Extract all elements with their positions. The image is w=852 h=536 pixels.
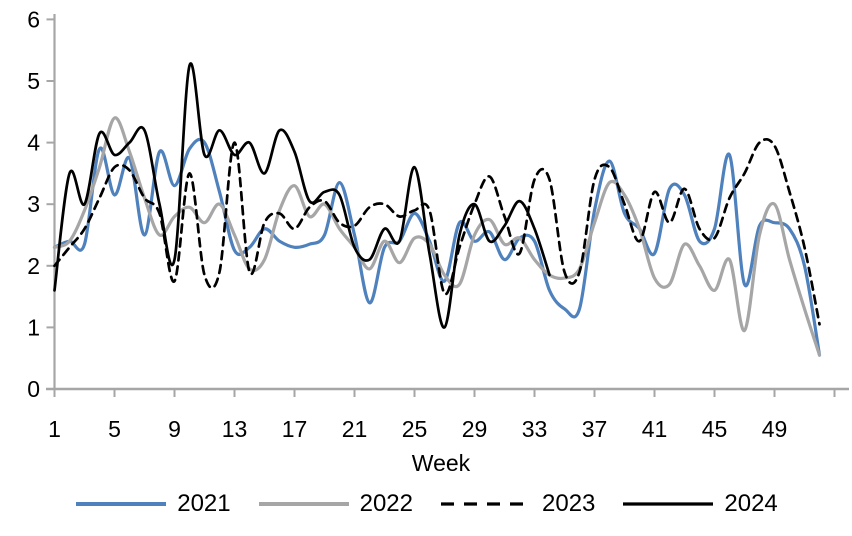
series-line-2024 — [53, 62, 551, 329]
legend-item-2022: 2022 — [257, 492, 413, 516]
legend: 2021 2022 2023 2024 — [0, 492, 852, 516]
x-tick-label: 13 — [222, 416, 248, 442]
x-tick-label: 17 — [282, 416, 308, 442]
x-tick-label: 9 — [168, 416, 181, 442]
y-tick-label: 1 — [27, 314, 40, 340]
x-tick-label: 25 — [402, 416, 428, 442]
x-tick-label: 49 — [762, 416, 788, 442]
legend-item-2021: 2021 — [74, 490, 231, 517]
x-tick-label: 1 — [48, 416, 61, 442]
legend-line-2021-icon — [76, 502, 167, 506]
x-tick-label: 21 — [342, 416, 368, 442]
x-axis-title: Week — [411, 450, 471, 476]
x-tick-label: 45 — [702, 416, 728, 442]
legend-label-2022: 2022 — [359, 490, 413, 517]
legend-label-2023: 2023 — [542, 490, 596, 517]
x-tick-label: 29 — [462, 416, 488, 442]
y-tick-label: 2 — [27, 253, 40, 279]
legend-label-2021: 2021 — [177, 490, 231, 517]
legend-line-2023-icon — [441, 502, 531, 506]
legend-label-2024: 2024 — [724, 490, 778, 517]
legend-item-2023: 2023 — [439, 492, 595, 516]
x-tick-label: 5 — [108, 416, 121, 442]
y-tick-label: 4 — [27, 130, 40, 156]
legend-item-2024: 2024 — [621, 490, 778, 517]
y-tick-label: 5 — [27, 68, 40, 94]
y-tick-label: 6 — [27, 6, 40, 32]
legend-line-2024-icon — [623, 502, 714, 506]
y-tick-label: 3 — [27, 191, 40, 217]
x-tick-label: 33 — [522, 416, 548, 442]
x-tick-label: 37 — [582, 416, 608, 442]
y-tick-label: 0 — [27, 376, 40, 402]
legend-line-2022-icon — [258, 502, 349, 506]
x-tick-label: 41 — [642, 416, 668, 442]
series-line-2023 — [53, 138, 821, 326]
